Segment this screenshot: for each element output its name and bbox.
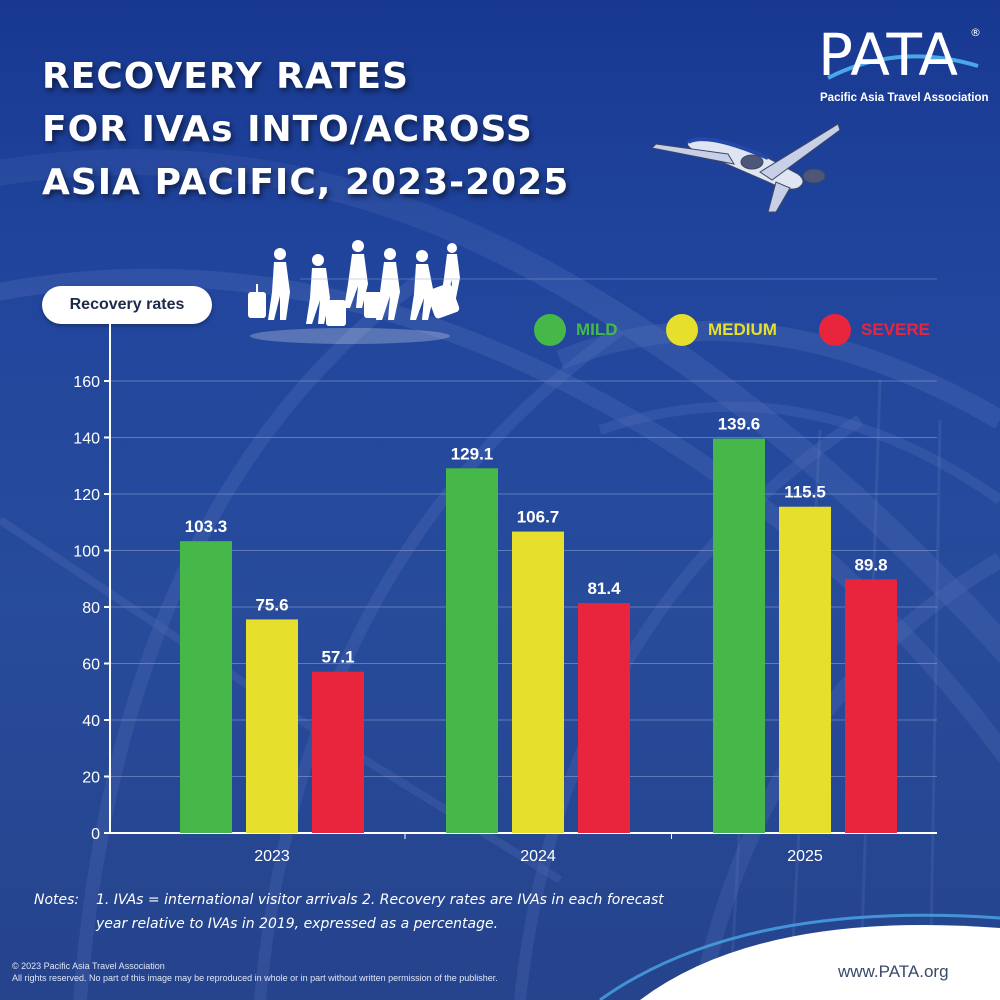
y-tick-label: 100 [73,544,100,561]
bar-medium-2025 [779,506,831,833]
y-tick-label: 60 [82,657,100,674]
title-line-1: RECOVERY RATES [42,56,410,97]
logo-wordmark: PATA [818,21,960,89]
x-tick-label: 2025 [787,848,823,865]
pata-logo: PATA ® Pacific Asia Travel Association [818,21,989,112]
travelers-silhouette-icon [248,240,460,344]
x-tick-label: 2024 [520,848,556,865]
bar-mild-2024 [446,468,498,833]
y-axis-label: Recovery rates [42,286,212,324]
y-tick-label: 20 [82,770,100,787]
bar-severe-2025 [845,579,897,833]
bar-severe-2023 [312,671,364,833]
bar-medium-2023 [246,619,298,833]
legend-item-medium: MEDIUM [666,314,777,346]
y-tick-label: 40 [82,713,100,730]
y-tick-label: 0 [91,826,100,843]
legend-item-severe: SEVERE [819,314,930,346]
bar-mild-2025 [713,438,765,833]
data-label: 81.4 [587,579,621,598]
notes-text: 1. IVAs = international visitor arrivals… [96,892,664,932]
chart-title: RECOVERY RATES FOR IVAs INTO/ACROSS ASIA… [42,50,569,209]
copyright-notice: © 2023 Pacific Asia Travel Association A… [12,960,498,984]
y-tick-label: 140 [73,431,100,448]
y-tick-label: 160 [73,374,100,391]
data-label: 115.5 [784,483,826,502]
logo-subtitle: Pacific Asia Travel Association [820,92,989,104]
legend-item-mild: MILD [534,314,618,346]
legend-label-medium: MEDIUM [708,320,777,339]
legend-marker-medium [666,314,698,346]
logo-swoosh [827,54,979,80]
data-label: 103.3 [185,517,228,536]
copyright-line-1: © 2023 Pacific Asia Travel Association [12,961,165,971]
copyright-line-2: All rights reserved. No part of this ima… [12,973,498,983]
bar-medium-2024 [512,531,564,833]
y-tick-label: 80 [82,600,100,617]
data-label: 75.6 [255,595,288,614]
website-link[interactable]: www.PATA.org [838,962,949,981]
data-label: 129.1 [451,444,494,463]
legend-label-mild: MILD [576,320,618,339]
title-line-2: FOR IVAs INTO/ACROSS [42,109,533,150]
data-label: 57.1 [321,648,354,667]
data-label: 106.7 [517,508,560,527]
title-line-3: ASIA PACIFIC, 2023-2025 [42,162,570,203]
legend-marker-severe [819,314,851,346]
bottom-wave-decoration [599,913,1000,1000]
notes-label: Notes: [34,892,80,908]
legend-label-severe: SEVERE [861,320,930,339]
bar-severe-2024 [578,603,630,833]
x-tick-label: 2023 [254,848,290,865]
bar-mild-2023 [180,541,232,833]
airplane-icon [650,123,841,213]
data-label: 139.6 [718,415,761,434]
logo-registered-mark: ® [970,26,981,39]
legend-marker-mild [534,314,566,346]
y-tick-label: 120 [73,487,100,504]
data-label: 89.8 [854,555,887,574]
